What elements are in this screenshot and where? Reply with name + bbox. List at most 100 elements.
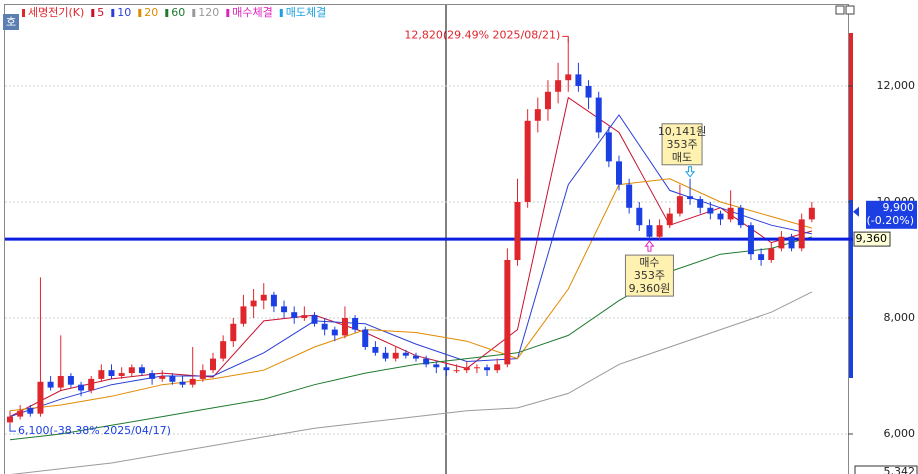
candle-body	[281, 306, 288, 313]
window-button[interactable]	[835, 5, 845, 15]
candle-body	[47, 381, 54, 388]
candle-body	[230, 323, 237, 342]
moving-average-line	[9, 236, 813, 441]
candle-body	[199, 370, 206, 379]
candle-body	[798, 219, 805, 249]
legend-entry: 20	[144, 6, 158, 19]
candle-body	[240, 306, 247, 324]
candle-body	[494, 364, 501, 371]
buy-text: 매수	[639, 256, 659, 269]
candle-body	[616, 161, 622, 185]
candle-body	[250, 300, 257, 307]
candle-body	[149, 373, 156, 379]
legend-entry: 60	[171, 6, 185, 19]
candle-body	[372, 346, 379, 353]
candle-body	[352, 317, 359, 330]
legend-swatch	[192, 9, 196, 17]
candle-body	[331, 329, 338, 336]
legend-entry: 120	[198, 6, 219, 19]
candle-body	[220, 341, 227, 359]
candle-body	[108, 370, 115, 376]
badge: 호	[6, 16, 16, 29]
candle-body	[413, 355, 419, 359]
candle-body	[504, 259, 511, 365]
candle-body	[646, 225, 653, 237]
legend-swatch	[226, 9, 230, 17]
range-bar	[849, 200, 853, 378]
legend-entry: 매도체결	[286, 6, 326, 19]
sell-text: 353주	[666, 138, 697, 151]
sell-box	[661, 123, 703, 166]
candle-body	[473, 367, 480, 369]
candle-body	[707, 207, 714, 214]
candle-body	[778, 236, 785, 249]
candle-body	[118, 373, 125, 376]
buy-box	[624, 254, 674, 297]
candle-body	[37, 381, 44, 414]
candle-body	[565, 74, 572, 81]
candle-body	[260, 294, 267, 301]
candle-body	[768, 248, 775, 260]
y-tick-label: 12,000	[877, 79, 916, 92]
min-marker	[9, 424, 16, 432]
legend-entry: 매수체결	[232, 6, 272, 19]
candle-body	[270, 294, 277, 307]
buy-arrow	[644, 240, 655, 252]
moving-average-line	[9, 114, 813, 418]
candle-body	[341, 317, 348, 336]
candle-body	[575, 74, 582, 86]
candle-body	[291, 312, 298, 318]
candle-body	[758, 254, 765, 260]
candle-body	[402, 352, 409, 356]
candle-body	[88, 378, 95, 391]
candle-body	[697, 199, 704, 208]
candle-body	[808, 207, 815, 220]
legend-swatch	[91, 9, 95, 17]
candle-body	[179, 381, 186, 385]
badge-box[interactable]	[3, 14, 19, 30]
legend-entry: 5	[97, 6, 104, 19]
legend-entry: 10	[117, 6, 131, 19]
candle-body	[321, 323, 328, 330]
sell-arrow	[685, 166, 696, 178]
candle-body	[57, 375, 64, 388]
bottom-label: 5,342	[884, 465, 916, 474]
candle-body	[585, 85, 592, 98]
price-line-label: 9,360	[856, 232, 888, 245]
candle-body	[443, 367, 450, 371]
buy-text: 353주	[634, 269, 665, 282]
candle-body	[362, 329, 369, 347]
candle-body	[463, 367, 470, 371]
legend-swatch	[111, 9, 115, 17]
candle-body	[788, 236, 795, 249]
candle-body	[7, 416, 13, 423]
candle-body	[676, 196, 683, 214]
range-bar	[849, 33, 853, 200]
candle-body	[727, 207, 734, 220]
y-tick-label: 6,000	[884, 427, 916, 440]
window-button[interactable]	[845, 5, 855, 15]
candle-body	[138, 367, 145, 374]
candle-body	[423, 358, 430, 365]
candle-body	[210, 358, 216, 371]
current-change: (-0.20%)	[867, 214, 915, 227]
min-annotation: 6,100(-38.38% 2025/04/17)	[18, 424, 171, 437]
sell-text: 10,141원	[658, 125, 707, 138]
candle-body	[311, 315, 318, 324]
legend-entry: 세명전기(K)	[28, 6, 84, 19]
moving-average-line	[9, 178, 813, 412]
candle-body	[514, 201, 521, 260]
candle-body	[717, 213, 724, 220]
price-line-tag	[853, 231, 891, 247]
candle-body	[605, 132, 612, 162]
candle-body	[27, 407, 34, 414]
candle-body	[656, 225, 663, 237]
y-tick-label: 8,000	[884, 311, 916, 324]
candle-body	[555, 80, 562, 92]
candle-body	[636, 207, 643, 226]
current-arrow	[853, 206, 859, 217]
legend-swatch	[165, 9, 169, 17]
buy-text: 9,360원	[629, 282, 671, 295]
candle-body	[484, 367, 491, 371]
